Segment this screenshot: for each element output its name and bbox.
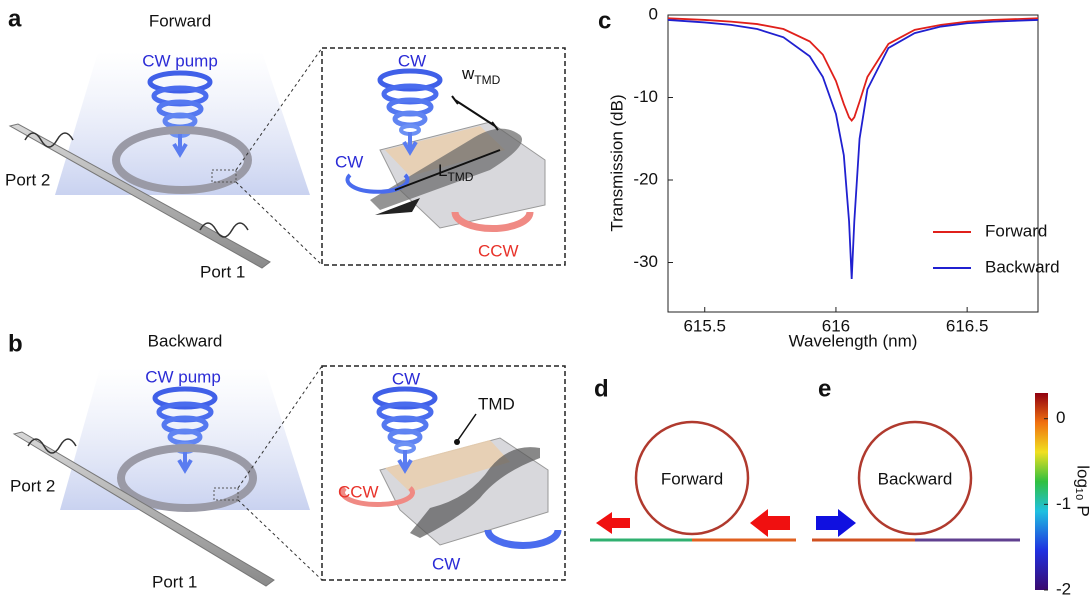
panel-label: b xyxy=(8,330,23,357)
panel-label: a xyxy=(8,5,22,32)
page: {"panel_a": {"label": "a", "title": "For… xyxy=(0,0,1092,595)
colorbar-tick-label: 0 xyxy=(1056,408,1065,427)
legend-label: Forward xyxy=(985,221,1047,240)
colorbar-label: log₁₀ P xyxy=(1074,465,1092,517)
colorbar-tick-label: -1 xyxy=(1056,494,1071,513)
inset-label: CW xyxy=(398,51,426,70)
x-tick-label: 616.5 xyxy=(946,316,989,335)
x-tick-label: 615.5 xyxy=(683,316,726,335)
colorbar xyxy=(1035,393,1048,590)
ring-label: Forward xyxy=(661,469,723,488)
inset-label: CW xyxy=(392,369,420,388)
direction-arrow xyxy=(750,509,790,537)
panel-label: d xyxy=(594,375,609,402)
panel-title: Backward xyxy=(148,331,223,350)
panel-title: Forward xyxy=(149,11,211,30)
x-axis-label: Wavelength (nm) xyxy=(789,331,918,350)
inset-label: CCW xyxy=(338,482,379,501)
panel-label: c xyxy=(598,7,611,34)
port-label: Port 2 xyxy=(10,476,55,495)
pointer-dot xyxy=(454,439,460,445)
ring-label: Backward xyxy=(878,469,953,488)
inset-label: CCW xyxy=(478,241,519,260)
y-tick-label: -20 xyxy=(633,169,658,188)
inset-label: CW xyxy=(335,152,363,171)
inset-label: CW xyxy=(432,554,460,573)
line-series xyxy=(668,20,1038,279)
x-tick-label: 616 xyxy=(822,316,850,335)
port-label: Port 1 xyxy=(200,262,245,281)
inset-label: TMD xyxy=(478,394,515,413)
pump-label: CW pump xyxy=(145,367,221,386)
port-label: Port 1 xyxy=(152,572,197,591)
line-series xyxy=(668,18,1038,120)
direction-arrow xyxy=(816,509,856,537)
y-tick-label: -30 xyxy=(633,252,658,271)
figure: a Forward CW pump Port 2 Port 1 CW wTMD … xyxy=(0,0,1092,595)
y-axis-label: Transmission (dB) xyxy=(607,94,626,231)
legend-label: Backward xyxy=(985,257,1060,276)
y-tick-label: 0 xyxy=(649,4,658,23)
port-label: Port 2 xyxy=(5,170,50,189)
direction-arrow xyxy=(596,512,630,534)
y-tick-label: -10 xyxy=(633,87,658,106)
colorbar-tick-label: -2 xyxy=(1056,579,1071,595)
panel-label: e xyxy=(818,375,831,402)
pump-label: CW pump xyxy=(142,51,218,70)
